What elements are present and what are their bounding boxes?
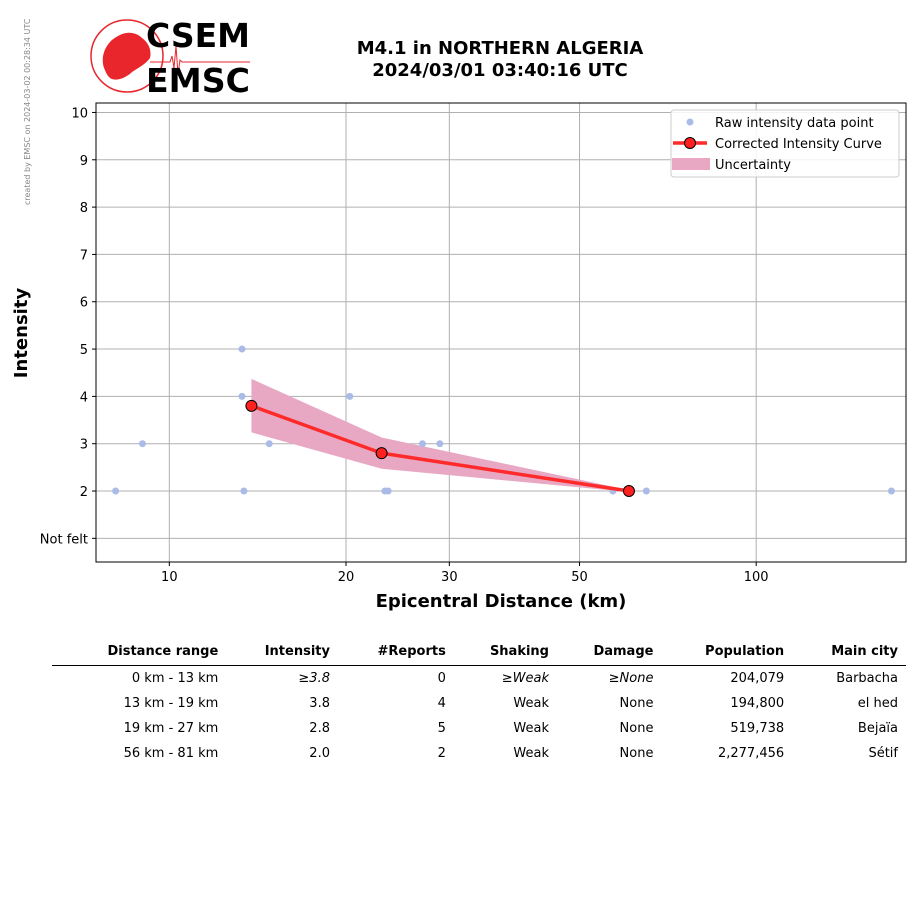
table-cell-distance: 13 km - 19 km <box>123 696 219 711</box>
y-tick-label: 3 <box>80 438 88 453</box>
table-cell-distance: 0 km - 13 km <box>131 671 219 686</box>
intensity-chart: 10 20 30 50 100 Not felt 2 3 4 5 6 7 8 9 10 Epicentra… <box>11 102 907 612</box>
y-tick-label: 7 <box>80 248 88 263</box>
legend-raw-marker <box>686 118 694 126</box>
table-cell-shaking: ≥Weak <box>501 671 549 686</box>
table-cell-population: 519,738 <box>730 721 785 736</box>
y-tick-label: 9 <box>80 154 88 169</box>
table-cell-city: Bejaïa <box>857 721 898 736</box>
table-cell-shaking: Weak <box>513 696 549 711</box>
table-cell-intensity: 2.0 <box>309 746 330 761</box>
table-cell-city: Sétif <box>868 746 898 761</box>
y-tick-label: 10 <box>71 106 88 121</box>
table-cell-damage: None <box>619 721 654 736</box>
header-reports: #Reports <box>337 640 454 666</box>
x-tick-label: 10 <box>161 570 178 585</box>
raw-data-point <box>346 392 354 400</box>
legend-frame <box>670 109 900 178</box>
legend: Raw intensity data point Corrected Inten… <box>670 109 900 178</box>
legend-raw-label: Raw intensity data point <box>715 116 874 131</box>
y-axis-ticks: Not felt 2 3 4 5 6 7 8 9 10 <box>40 106 96 547</box>
raw-data-point <box>887 487 895 495</box>
table-cell-population: 194,800 <box>730 696 785 711</box>
table-row: 19 km - 27 km 2.8 5 Weak None 519,738 Bejaïa <box>52 716 906 741</box>
raw-data-point <box>384 487 392 495</box>
table-cell-reports: 4 <box>437 696 446 711</box>
table-cell-damage: ≥None <box>608 671 654 686</box>
y-tick-label: 6 <box>80 296 88 311</box>
raw-data-point <box>265 440 273 448</box>
x-tick-label: 100 <box>744 570 769 585</box>
raw-data-point <box>138 440 146 448</box>
raw-data-point <box>642 487 650 495</box>
y-tick-label: 8 <box>80 201 88 216</box>
table-cell-population: 204,079 <box>730 671 785 686</box>
header-distance-range: Distance range <box>52 640 227 666</box>
header-intensity: Intensity <box>226 640 338 666</box>
corrected-curve-point <box>622 485 635 498</box>
legend-curve-marker <box>684 137 696 149</box>
table-cell-distance: 19 km - 27 km <box>123 721 219 736</box>
corrected-curve-point <box>375 447 388 460</box>
legend-band-label: Uncertainty <box>715 158 791 173</box>
y-tick-label: 4 <box>80 390 88 405</box>
corrected-curve-group <box>245 399 635 498</box>
header-damage: Damage <box>557 640 662 666</box>
table-cell-reports: 5 <box>437 721 446 736</box>
logo-text-emsc: EMSC <box>146 61 250 98</box>
raw-data-point <box>240 487 248 495</box>
raw-data-point <box>238 392 246 400</box>
table-row: 0 km - 13 km ≥3.8 0 ≥Weak ≥None 204,079 Barbac… <box>52 666 906 692</box>
table-cell-damage: None <box>619 746 654 761</box>
corrected-curve-point <box>245 399 258 412</box>
legend-curve-label: Corrected Intensity Curve <box>715 137 882 152</box>
table-header-row: Distance range Intensity #Reports Shakin… <box>52 640 906 666</box>
uncertainty-band-group <box>251 378 629 492</box>
logo-europe-shape <box>102 32 151 80</box>
x-tick-label: 20 <box>338 570 355 585</box>
table-cell-distance: 56 km - 81 km <box>123 746 219 761</box>
table-row: 13 km - 19 km 3.8 4 Weak None 194,800 el hed <box>52 691 906 716</box>
chart-title: M4.1 in NORTHERN ALGERIA 2024/03/01 03:4… <box>300 38 700 82</box>
uncertainty-band <box>251 378 629 492</box>
y-tick-label: 2 <box>80 485 88 500</box>
x-axis-ticks: 10 20 30 50 100 <box>161 562 769 585</box>
y-tick-label: 5 <box>80 343 88 358</box>
title-event: M4.1 in NORTHERN ALGERIA <box>356 38 644 59</box>
table-cell-intensity: 3.8 <box>309 696 330 711</box>
grid-lines <box>96 103 906 562</box>
table-cell-population: 2,277,456 <box>717 746 785 761</box>
table-cell-intensity: 2.8 <box>309 721 330 736</box>
raw-data-point <box>112 487 120 495</box>
legend-band-swatch <box>672 158 710 170</box>
table-cell-intensity: ≥3.8 <box>298 671 330 686</box>
raw-data-point <box>238 345 246 353</box>
x-tick-label: 50 <box>571 570 588 585</box>
table-body: 0 km - 13 km ≥3.8 0 ≥Weak ≥None 204,079 Barbac… <box>52 666 906 767</box>
title-datetime: 2024/03/01 03:40:16 UTC <box>372 60 628 81</box>
intensity-summary-table: Distance range Intensity #Reports Shakin… <box>52 640 906 766</box>
header-population: Population <box>661 640 793 666</box>
table-cell-city: Barbacha <box>836 671 898 686</box>
header-shaking: Shaking <box>453 640 557 666</box>
logo-globe-outline <box>90 19 164 93</box>
table-cell-reports: 0 <box>437 671 446 686</box>
table-cell-shaking: Weak <box>513 721 549 736</box>
table-row: 56 km - 81 km 2.0 2 Weak None 2,277,456 Sétif <box>52 741 906 766</box>
y-tick-label: Not felt <box>40 532 88 547</box>
header-main-city: Main city <box>792 640 906 666</box>
logo-text-csem: CSEM <box>146 16 250 55</box>
table-cell-city: el hed <box>857 696 898 711</box>
logo-seismogram <box>150 45 250 75</box>
raw-data-point <box>418 440 426 448</box>
table-cell-reports: 2 <box>437 746 446 761</box>
x-tick-label: 30 <box>441 570 458 585</box>
table-cell-shaking: Weak <box>513 746 549 761</box>
plot-frame <box>95 102 907 563</box>
y-axis-label: Intensity <box>11 288 32 379</box>
raw-data-point <box>436 440 444 448</box>
table-cell-damage: None <box>619 696 654 711</box>
x-axis-label: Epicentral Distance (km) <box>376 591 627 612</box>
emsc-logo: CSEM EMSC <box>90 16 250 98</box>
